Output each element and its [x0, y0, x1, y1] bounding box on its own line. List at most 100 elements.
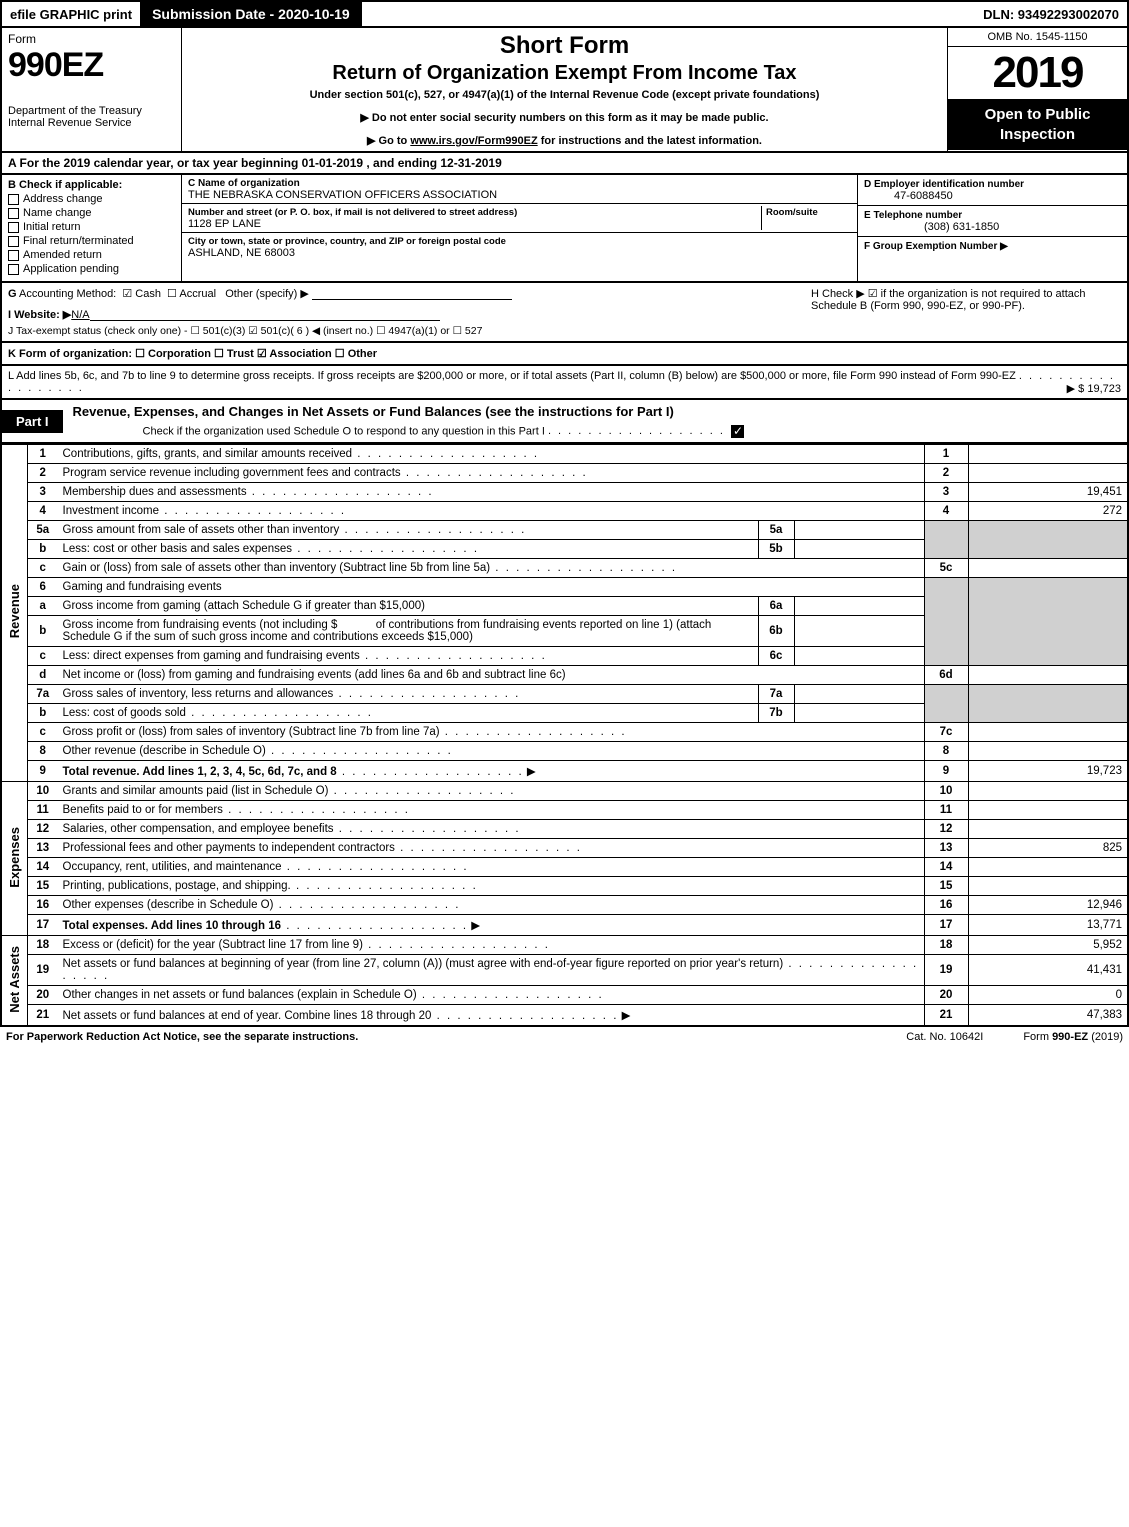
line-7c-desc: Gross profit or (loss) from sales of inv… [58, 723, 925, 742]
line-11-val [968, 801, 1128, 820]
row-l: L Add lines 5b, 6c, and 7b to line 9 to … [0, 366, 1129, 400]
footer-left: For Paperwork Reduction Act Notice, see … [6, 1031, 358, 1043]
form-number: 990EZ [8, 46, 175, 85]
org-city: ASHLAND, NE 68003 [188, 247, 295, 259]
org-address: 1128 EP LANE [188, 218, 261, 230]
line-6b-desc: Gross income from fundraising events (no… [58, 616, 759, 647]
line-6d-desc: Net income or (loss) from gaming and fun… [58, 666, 925, 685]
form-word: Form [8, 32, 175, 46]
addr-label: Number and street (or P. O. box, if mail… [188, 207, 517, 218]
line-2-val [968, 464, 1128, 483]
org-city-box: City or town, state or province, country… [182, 233, 857, 261]
line-8-desc: Other revenue (describe in Schedule O) [58, 742, 925, 761]
chk-initial-return[interactable]: Initial return [8, 221, 175, 233]
line-13-val: 825 [968, 839, 1128, 858]
org-info-block: B Check if applicable: Address change Na… [0, 175, 1129, 283]
line-7c-val [968, 723, 1128, 742]
line-9-desc: Total revenue. Add lines 1, 2, 3, 4, 5c,… [58, 761, 925, 782]
tel-label: E Telephone number [864, 210, 962, 221]
line-1-val [968, 445, 1128, 464]
part-1-sub: Check if the organization used Schedule … [63, 423, 1127, 442]
line-12-val [968, 820, 1128, 839]
ssn-note: ▶ Do not enter social security numbers o… [190, 111, 939, 124]
col-b-checkboxes: B Check if applicable: Address change Na… [2, 175, 182, 281]
org-name-box: C Name of organization THE NEBRASKA CONS… [182, 175, 857, 204]
chk-final-return[interactable]: Final return/terminated [8, 235, 175, 247]
line-7a-desc: Gross sales of inventory, less returns a… [58, 685, 759, 704]
header-block: Form 990EZ Department of the Treasury In… [0, 28, 1129, 153]
header-right: OMB No. 1545-1150 2019 Open to Public In… [947, 28, 1127, 151]
line-14-val [968, 858, 1128, 877]
line-18-val: 5,952 [968, 936, 1128, 955]
form-id-box: Form 990EZ Department of the Treasury In… [2, 28, 182, 151]
irs-label: Internal Revenue Service [8, 117, 175, 129]
line-13-desc: Professional fees and other payments to … [58, 839, 925, 858]
chk-pending[interactable]: Application pending [8, 263, 175, 275]
return-title: Return of Organization Exempt From Incom… [190, 62, 939, 85]
revenue-section-label: Revenue [1, 445, 28, 782]
line-6a-val [794, 597, 924, 616]
line-10-val [968, 782, 1128, 801]
line-7b-val [794, 704, 924, 723]
line-11-desc: Benefits paid to or for members [58, 801, 925, 820]
line-18-desc: Excess or (deficit) for the year (Subtra… [58, 936, 925, 955]
line-12-desc: Salaries, other compensation, and employ… [58, 820, 925, 839]
line-8-val [968, 742, 1128, 761]
schedule-o-checkbox[interactable] [731, 425, 744, 438]
chk-amended[interactable]: Amended return [8, 249, 175, 261]
line-15-desc: Printing, publications, postage, and shi… [58, 877, 925, 896]
line-16-desc: Other expenses (describe in Schedule O) [58, 896, 925, 915]
col-c-org: C Name of organization THE NEBRASKA CONS… [182, 175, 857, 281]
tel-value: (308) 631-1850 [864, 221, 999, 233]
line-1-desc: Contributions, gifts, grants, and simila… [58, 445, 925, 464]
tel-box: E Telephone number (308) 631-1850 [858, 206, 1127, 237]
line-5a-desc: Gross amount from sale of assets other t… [58, 521, 759, 540]
line-5b-val [794, 540, 924, 559]
col-d: D Employer identification number 47-6088… [857, 175, 1127, 281]
line-3-desc: Membership dues and assessments [58, 483, 925, 502]
submission-date: Submission Date - 2020-10-19 [140, 2, 362, 26]
ein-label: D Employer identification number [864, 179, 1024, 190]
net-assets-section-label: Net Assets [1, 936, 28, 1027]
chk-address-change[interactable]: Address change [8, 193, 175, 205]
line-20-val: 0 [968, 986, 1128, 1005]
line-6b-val [794, 616, 924, 647]
line-17-desc: Total expenses. Add lines 10 through 16 … [58, 915, 925, 936]
ein-box: D Employer identification number 47-6088… [858, 175, 1127, 206]
financial-table: Revenue 1 Contributions, gifts, grants, … [0, 444, 1129, 1027]
line-j: J Tax-exempt status (check only one) - ☐… [8, 325, 801, 337]
org-name-label: C Name of organization [188, 178, 300, 189]
line-5a-val [794, 521, 924, 540]
line-3-val: 19,451 [968, 483, 1128, 502]
line-5c-val [968, 559, 1128, 578]
expenses-section-label: Expenses [1, 782, 28, 936]
room-label: Room/suite [766, 207, 818, 218]
top-bar: efile GRAPHIC print Submission Date - 20… [0, 0, 1129, 28]
b-header: B Check if applicable: [8, 179, 175, 191]
line-2-desc: Program service revenue including govern… [58, 464, 925, 483]
line-10-desc: Grants and similar amounts paid (list in… [58, 782, 925, 801]
row-l-amount: ▶ $ 19,723 [1067, 382, 1121, 395]
efile-label[interactable]: efile GRAPHIC print [2, 3, 140, 26]
part-1-title: Revenue, Expenses, and Changes in Net As… [63, 400, 1127, 423]
footer: For Paperwork Reduction Act Notice, see … [0, 1027, 1129, 1047]
ein-value: 47-6088450 [864, 190, 953, 202]
city-label: City or town, state or province, country… [188, 236, 506, 247]
line-21-desc: Net assets or fund balances at end of ye… [58, 1005, 925, 1027]
line-19-val: 41,431 [968, 955, 1128, 986]
line-h: H Check ▶ ☑ if the organization is not r… [801, 287, 1121, 337]
row-l-text: L Add lines 5b, 6c, and 7b to line 9 to … [8, 370, 1016, 382]
short-form-title: Short Form [190, 32, 939, 60]
chk-name-change[interactable]: Name change [8, 207, 175, 219]
line-4-val: 272 [968, 502, 1128, 521]
subtitle: Under section 501(c), 527, or 4947(a)(1)… [190, 89, 939, 101]
goto-note[interactable]: ▶ Go to www.irs.gov/Form990EZ for instru… [190, 134, 939, 147]
line-g: G Accounting Method: ☑ Cash ☐ Accrual Ot… [8, 287, 801, 300]
line-1-num: 1 [924, 445, 968, 464]
row-gh: G Accounting Method: ☑ Cash ☐ Accrual Ot… [0, 283, 1129, 343]
group-label: F Group Exemption Number ▶ [864, 241, 1008, 252]
line-5c-desc: Gain or (loss) from sale of assets other… [58, 559, 925, 578]
part-1-tab: Part I [2, 410, 63, 433]
line-6a-desc: Gross income from gaming (attach Schedul… [58, 597, 759, 616]
dept-treasury: Department of the Treasury [8, 105, 175, 117]
